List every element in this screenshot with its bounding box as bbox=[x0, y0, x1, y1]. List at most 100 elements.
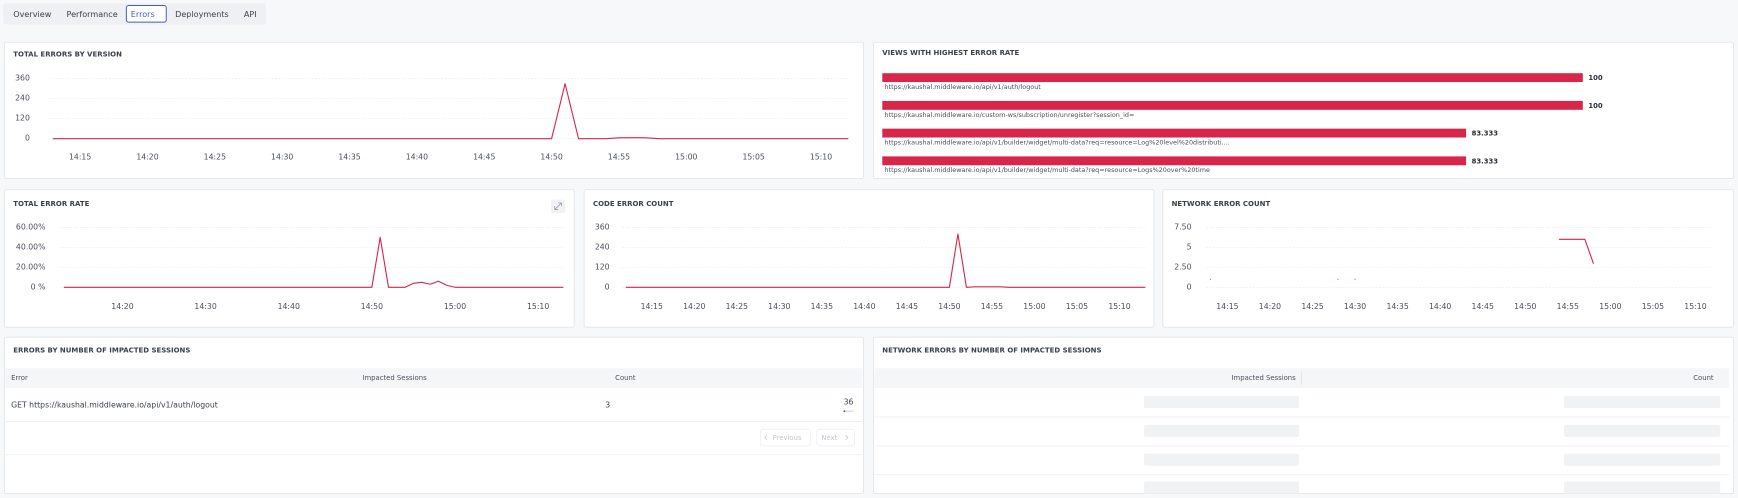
column-header: Count bbox=[1693, 374, 1714, 382]
x-tick-label: 14:50 bbox=[361, 302, 383, 311]
x-tick-label: 14:45 bbox=[473, 152, 495, 161]
chart-title: NETWORK ERROR COUNT bbox=[1172, 200, 1271, 208]
previous-button[interactable] bbox=[759, 428, 811, 447]
x-tick-label: 15:10 bbox=[527, 302, 549, 311]
panel bbox=[3, 41, 864, 180]
skeleton bbox=[1143, 424, 1300, 437]
cell: 3 bbox=[605, 400, 610, 409]
tab[interactable]: Errors bbox=[131, 9, 155, 19]
y-tick-label: 360 bbox=[595, 222, 610, 231]
x-tick-label: 14:50 bbox=[1514, 302, 1536, 311]
x-tick-label: 14:20 bbox=[1259, 302, 1281, 311]
count-bar-fill bbox=[843, 410, 846, 413]
tab[interactable]: Performance bbox=[67, 9, 118, 19]
x-tick-label: 15:05 bbox=[1642, 302, 1664, 311]
x-tick-label: 14:25 bbox=[1301, 302, 1323, 311]
bar bbox=[882, 156, 1467, 166]
chart-title: TOTAL ERRORS BY VERSION bbox=[13, 50, 122, 58]
x-tick-label: 14:40 bbox=[278, 302, 300, 311]
count-bar bbox=[843, 410, 854, 413]
active-tab-box bbox=[125, 5, 167, 23]
y-tick-label: 120 bbox=[595, 262, 610, 271]
y-tick-label: 20.00% bbox=[16, 262, 46, 271]
y-tick-label: 0 bbox=[25, 134, 30, 143]
y-tick-label: 40.00% bbox=[16, 242, 46, 251]
panel bbox=[583, 189, 1155, 328]
skeleton bbox=[1563, 481, 1721, 494]
chevron-right bbox=[845, 435, 849, 441]
y-tick-label: 7.50 bbox=[1174, 222, 1191, 231]
line-series bbox=[1209, 238, 1594, 280]
bar bbox=[882, 100, 1583, 110]
value-label: 100 bbox=[1588, 102, 1603, 110]
table-title: NETWORK ERRORS BY NUMBER OF IMPACTED SES… bbox=[882, 346, 1101, 354]
previous-label[interactable]: Previous bbox=[773, 434, 802, 442]
x-tick-label: 14:55 bbox=[981, 302, 1003, 311]
x-tick-label: 14:40 bbox=[1429, 302, 1451, 311]
skeleton bbox=[1563, 395, 1721, 409]
panel bbox=[872, 336, 1735, 495]
x-tick-label: 14:35 bbox=[338, 152, 360, 161]
y-tick-label: 0 bbox=[605, 282, 610, 291]
x-tick-label: 14:20 bbox=[111, 302, 133, 311]
x-tick-label: 14:25 bbox=[204, 152, 226, 161]
x-tick-label: 14:25 bbox=[726, 302, 748, 311]
line-series bbox=[63, 236, 564, 288]
tab[interactable]: API bbox=[244, 9, 257, 19]
x-tick-label: 14:50 bbox=[540, 152, 562, 161]
chart-title: TOTAL ERROR RATE bbox=[13, 200, 89, 208]
x-tick-label: 15:00 bbox=[444, 302, 466, 311]
bar bbox=[882, 128, 1467, 138]
tab[interactable]: Deployments bbox=[175, 9, 229, 19]
skeleton bbox=[1143, 481, 1300, 494]
x-tick-label: 14:20 bbox=[136, 152, 158, 161]
x-tick-label: 14:40 bbox=[406, 152, 428, 161]
tab[interactable]: Overview bbox=[13, 9, 51, 19]
y-tick-label: 240 bbox=[15, 94, 30, 103]
value-label: 100 bbox=[1588, 74, 1603, 82]
x-tick-label: 15:10 bbox=[1684, 302, 1706, 311]
x-tick-label: 14:30 bbox=[1344, 302, 1366, 311]
table-title: ERRORS BY NUMBER OF IMPACTED SESSIONS bbox=[13, 346, 190, 354]
table-header bbox=[874, 368, 1730, 389]
column-header: Impacted Sessions bbox=[1232, 374, 1297, 382]
column-header: Error bbox=[11, 374, 28, 382]
bar-label: https://kaushal.middleware.io/api/v1/aut… bbox=[885, 83, 1042, 91]
table-header bbox=[5, 368, 863, 389]
bar bbox=[882, 73, 1583, 83]
x-tick-label: 15:00 bbox=[1599, 302, 1621, 311]
y-tick-label: 60.00% bbox=[16, 222, 46, 231]
x-tick-label: 15:10 bbox=[1108, 302, 1130, 311]
value-label: 83.333 bbox=[1472, 130, 1499, 138]
bar-label: https://kaushal.middleware.io/api/v1/bui… bbox=[885, 166, 1210, 174]
skeleton bbox=[1563, 453, 1721, 466]
x-tick-label: 14:40 bbox=[853, 302, 875, 311]
x-tick-label: 14:30 bbox=[194, 302, 216, 311]
x-tick-label: 14:15 bbox=[1216, 302, 1238, 311]
panel bbox=[3, 189, 575, 328]
x-tick-label: 15:05 bbox=[1066, 302, 1088, 311]
cell: 36 bbox=[844, 398, 854, 407]
x-tick-label: 15:05 bbox=[742, 152, 764, 161]
next-button[interactable] bbox=[816, 428, 855, 447]
x-tick-label: 14:50 bbox=[938, 302, 960, 311]
chevron-left bbox=[764, 435, 768, 441]
x-tick-label: 14:20 bbox=[683, 302, 705, 311]
x-tick-label: 14:45 bbox=[896, 302, 918, 311]
x-tick-label: 14:55 bbox=[1557, 302, 1579, 311]
expand-icon bbox=[554, 202, 562, 210]
column-header: Count bbox=[615, 374, 636, 382]
skeleton bbox=[1143, 395, 1300, 409]
x-tick-label: 15:00 bbox=[1023, 302, 1045, 311]
bar-label: https://kaushal.middleware.io/api/v1/bui… bbox=[885, 139, 1230, 147]
panel bbox=[1162, 189, 1735, 328]
x-tick-label: 14:35 bbox=[811, 302, 833, 311]
value-label: 83.333 bbox=[1472, 157, 1499, 165]
x-tick-label: 14:15 bbox=[641, 302, 663, 311]
x-tick-label: 14:35 bbox=[1386, 302, 1408, 311]
y-tick-label: 2.50 bbox=[1174, 262, 1191, 271]
next-label[interactable]: Next bbox=[821, 434, 837, 442]
x-tick-label: 14:15 bbox=[69, 152, 91, 161]
cell: GET https://kaushal.middleware.io/api/v1… bbox=[11, 400, 218, 409]
